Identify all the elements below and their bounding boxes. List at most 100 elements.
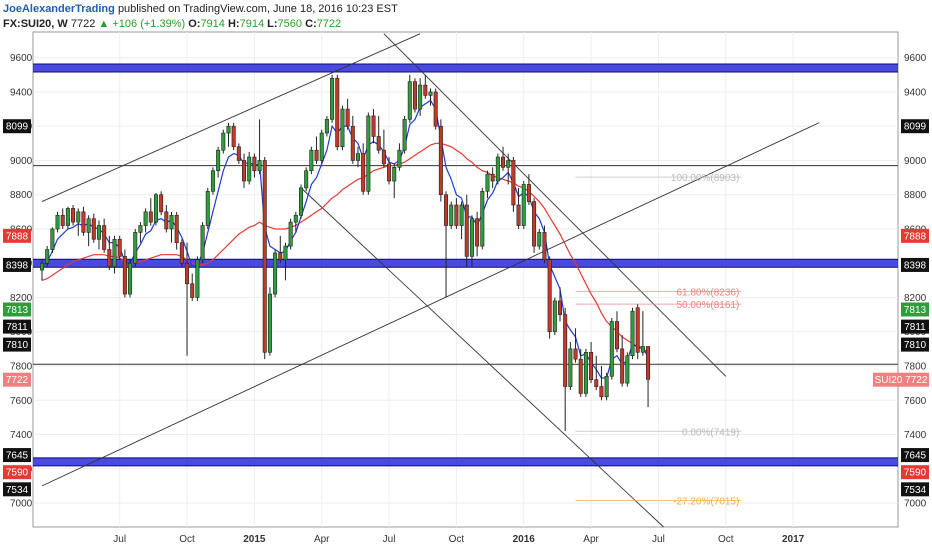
high-label: H: (227, 18, 240, 30)
plot-area (32, 31, 899, 528)
candle-body (242, 160, 247, 182)
candle-body (148, 211, 153, 223)
support-resistance-band (33, 259, 898, 268)
price-change: +106 (+1.39%) (112, 18, 186, 30)
y-tick-label-right: 8200 (904, 293, 927, 304)
x-tick-label: Jul (113, 534, 126, 545)
y-tick-label-right: 7600 (904, 396, 927, 407)
candle-body (583, 351, 588, 394)
price-tag-left-text: 7534 (6, 485, 29, 496)
candle-body (552, 300, 557, 333)
symbol-label[interactable]: FX:SUI20, W (3, 18, 68, 30)
candle-body (185, 262, 190, 285)
candle-body (122, 256, 127, 295)
candle-body (599, 386, 604, 398)
candle-body (542, 232, 547, 261)
candle-body (55, 214, 60, 230)
y-tick-label-left: 7800 (10, 361, 33, 372)
x-tick-label: Oct (718, 534, 734, 545)
candle-body (387, 163, 392, 182)
fib-level-label: -27.20%(7015) (673, 496, 739, 507)
high-value: 7914 (239, 18, 265, 30)
published-text: published on TradingView.com, June 18, 2… (117, 3, 398, 15)
candle-body (361, 153, 366, 192)
price-tag-right-text: SUI20 7722 (875, 375, 928, 386)
price-tag-right (901, 319, 929, 334)
price-tag-left-text: 7813 (6, 305, 29, 316)
close-label: C: (305, 18, 317, 30)
candle-body (309, 149, 314, 172)
candle-body (226, 125, 231, 134)
price-tag-right (901, 448, 929, 463)
x-tick-label: 2017 (782, 534, 805, 545)
candle-body (273, 252, 278, 295)
y-tick-label-left: 7000 (10, 499, 33, 510)
price-tag-right (901, 302, 929, 317)
support-resistance-band (33, 457, 898, 466)
candle-body (340, 108, 345, 148)
y-tick-label-left: 8200 (10, 293, 33, 304)
candle-body (39, 262, 44, 271)
candle-body (324, 119, 329, 134)
candle-body (464, 204, 469, 257)
candle-body (480, 190, 485, 247)
candle-body (537, 232, 542, 247)
y-tick-label-right: 7000 (904, 499, 927, 510)
low-label: L: (267, 18, 278, 30)
fib-level-label: 50.00%(8161) (676, 300, 739, 311)
candle-body (568, 348, 573, 387)
price-tag-left-text: 7810 (6, 340, 29, 351)
candle-body (65, 208, 70, 226)
last-price: 7722 (70, 18, 96, 30)
candle-body (86, 218, 91, 233)
price-tag-right-text: 7888 (904, 231, 927, 242)
candle-body (392, 167, 397, 182)
chart-header: JoeAlexanderTrading published on Trading… (3, 2, 398, 32)
x-tick-label: Oct (449, 534, 465, 545)
trendline[interactable] (383, 33, 727, 377)
y-tick-label-right: 8800 (904, 190, 927, 201)
candle-body (475, 218, 480, 247)
candle-body (133, 232, 138, 264)
candle-body (407, 81, 412, 120)
candle-body (532, 201, 537, 247)
candle-body (397, 149, 402, 168)
low-value: 7560 (277, 18, 303, 30)
candle-body (257, 160, 262, 172)
x-tick-label: Apr (583, 534, 599, 545)
x-tick-label: Apr (314, 534, 330, 545)
y-tick-label-right: 7800 (904, 361, 927, 372)
price-tag-right (901, 257, 929, 272)
candle-body (298, 187, 303, 216)
candle-body (190, 283, 195, 298)
candle-body (314, 149, 319, 161)
price-tag-right-text: 7645 (904, 451, 927, 462)
publish-line: JoeAlexanderTrading published on Trading… (3, 2, 398, 17)
candle-body (589, 351, 594, 380)
author-link[interactable]: JoeAlexanderTrading (3, 3, 115, 15)
candle-body (521, 184, 526, 226)
candle-body (335, 77, 340, 148)
candle-body (179, 242, 184, 264)
trendline[interactable] (41, 122, 820, 487)
candle-body (418, 84, 423, 110)
price-tag-left (3, 372, 31, 387)
trendline[interactable] (41, 33, 421, 202)
price-tag-right (901, 119, 929, 134)
candle-body (501, 156, 506, 168)
candle-body (50, 228, 55, 250)
candle-body (76, 211, 81, 223)
price-tag-right (901, 465, 929, 480)
y-tick-label-right: 9400 (904, 87, 927, 98)
candle-body (293, 214, 298, 223)
candle-body (345, 108, 350, 127)
candle-body (71, 208, 76, 223)
candle-body (381, 149, 386, 165)
candle-body (102, 225, 107, 250)
price-tag-left (3, 319, 31, 334)
candle-body (267, 293, 272, 353)
candle-body (117, 238, 122, 257)
price-tag-right (901, 337, 929, 352)
trendline[interactable] (300, 187, 664, 528)
